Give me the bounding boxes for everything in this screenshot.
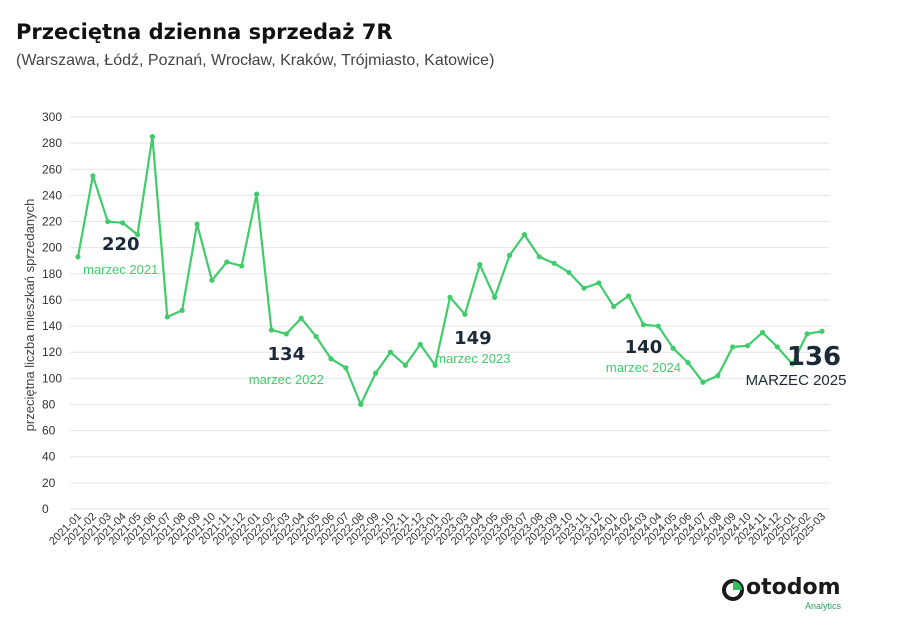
annotation-period: marzec 2022 [249, 372, 324, 387]
y-tick-label: 180 [42, 267, 62, 281]
brand-sub: Analytics [804, 601, 841, 611]
data-point [328, 356, 334, 362]
data-point [105, 218, 111, 225]
data-point [447, 294, 453, 300]
y-tick-label: 280 [42, 136, 62, 150]
data-point [268, 327, 275, 333]
brand-name: otodom [746, 575, 841, 600]
data-point [640, 322, 647, 328]
data-point [402, 362, 408, 368]
data-point [581, 285, 587, 291]
annotation-value: 140 [625, 337, 663, 358]
data-point [283, 331, 289, 337]
y-tick-label: 160 [42, 293, 62, 307]
y-tick-label: 0 [42, 502, 49, 516]
data-point [625, 293, 632, 299]
y-tick-label: 220 [42, 215, 62, 229]
data-point [387, 349, 394, 355]
annotation-period: marzec 2021 [83, 262, 158, 277]
data-point [506, 252, 513, 259]
data-point [774, 344, 780, 350]
y-tick-label: 240 [42, 188, 62, 202]
annotation-period: MARZEC 2025 [746, 372, 847, 389]
y-tick-label: 40 [42, 450, 56, 464]
data-point [477, 262, 483, 268]
data-point [730, 344, 736, 350]
annotation-value: 149 [454, 328, 492, 349]
y-tick-label: 80 [42, 397, 56, 411]
y-axis-label: przeciętna liczba mieszkań sprzedanych [22, 199, 37, 432]
data-point [715, 373, 721, 379]
data-point [253, 191, 260, 197]
y-axis-ticks: 0 20 40 60 80 100 120 140 160 180 200 220 240 260 280 3… [42, 110, 62, 516]
annotation-period: marzec 2024 [606, 360, 681, 375]
data-point [521, 232, 528, 238]
data-point [655, 323, 661, 329]
data-point [700, 379, 706, 385]
y-tick-label: 300 [42, 110, 62, 124]
series-line [75, 134, 825, 408]
data-point [120, 220, 126, 226]
data-point [670, 345, 676, 351]
data-point [432, 362, 438, 368]
data-point [789, 361, 795, 367]
y-tick-label: 100 [42, 371, 62, 385]
chart-subtitle: (Warszawa, Łódź, Poznań, Wrocław, Kraków… [16, 52, 495, 69]
annotation-value: 134 [268, 344, 306, 365]
chart-title: Przeciętna dzienna sprzedaż 7R [16, 20, 393, 44]
data-point [373, 370, 379, 376]
grid-lines [70, 116, 830, 510]
data-point [759, 330, 766, 336]
data-point [209, 277, 215, 283]
data-point [90, 173, 96, 179]
data-point [804, 331, 810, 337]
y-tick-label: 260 [42, 162, 62, 176]
data-point [358, 401, 364, 408]
x-axis-ticks: 2021-012021-022021-032021-042021-052021-… [47, 511, 828, 548]
annotation-period: marzec 2023 [435, 351, 510, 366]
data-point [194, 221, 200, 227]
data-point [313, 333, 319, 340]
y-tick-label: 120 [42, 345, 62, 359]
y-tick-label: 60 [42, 424, 56, 438]
data-point [343, 365, 349, 371]
annotations: 220 marzec 2021 134 marzec 2022 149 marzec 20… [83, 234, 846, 389]
data-point [224, 259, 230, 265]
data-point [298, 315, 304, 321]
data-point [417, 341, 423, 347]
otodom-mark-icon [722, 579, 744, 601]
otodom-logo: otodom Analytics [722, 575, 847, 613]
data-point [164, 314, 170, 320]
data-point [685, 360, 691, 366]
annotation-value: 136 [787, 342, 841, 372]
data-point [611, 303, 617, 310]
annotation-value: 220 [102, 234, 140, 255]
y-tick-label: 200 [42, 241, 62, 255]
y-tick-label: 140 [42, 319, 62, 333]
data-point [566, 269, 572, 276]
data-point [551, 260, 557, 266]
data-point [75, 254, 81, 260]
y-tick-label: 20 [42, 476, 56, 490]
data-point [149, 134, 155, 140]
data-point [536, 254, 542, 260]
data-point [745, 343, 751, 349]
data-point [819, 328, 825, 334]
data-point [596, 280, 602, 286]
data-point [239, 263, 245, 269]
data-point [492, 294, 498, 300]
data-point [179, 307, 185, 313]
data-point [134, 232, 141, 238]
data-point [462, 311, 468, 317]
